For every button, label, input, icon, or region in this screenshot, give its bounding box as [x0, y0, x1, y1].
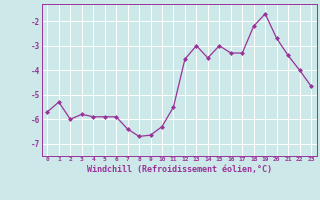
X-axis label: Windchill (Refroidissement éolien,°C): Windchill (Refroidissement éolien,°C) — [87, 165, 272, 174]
